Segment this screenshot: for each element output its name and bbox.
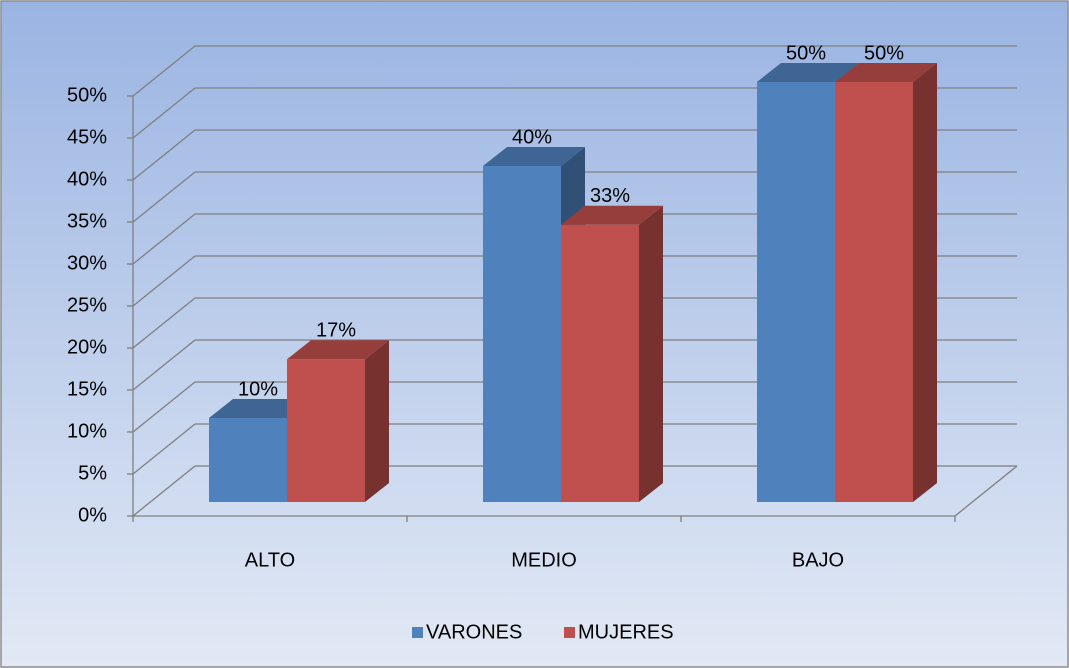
grid-line [132, 45, 196, 97]
y-tick-label: 20% [67, 336, 107, 358]
grid-line [132, 255, 196, 307]
y-tick-label: 15% [67, 378, 107, 400]
bar-top [835, 63, 937, 82]
y-tick-label: 0% [78, 504, 107, 526]
bar-top [483, 147, 585, 166]
data-label: 33% [590, 185, 630, 207]
y-tick-label: 40% [67, 168, 107, 190]
bar [209, 418, 287, 502]
y-tick-label: 25% [67, 294, 107, 316]
grid-line [132, 171, 196, 223]
grid-line [132, 465, 196, 517]
data-label: 17% [316, 319, 356, 341]
data-label: 10% [238, 378, 278, 400]
y-tick-label: 10% [67, 420, 107, 442]
bar [483, 166, 561, 502]
bar-side [365, 340, 389, 502]
grid-line [132, 423, 196, 475]
x-tick-label: BAJO [792, 549, 844, 571]
bar-top [757, 63, 859, 82]
bar [287, 359, 365, 502]
y-tick-label: 50% [67, 84, 107, 106]
legend-label: MUJERES [578, 621, 674, 643]
bar-top [287, 340, 389, 360]
grid-line [132, 129, 196, 181]
y-tick-label: 5% [78, 462, 107, 484]
y-tick-label: 35% [67, 210, 107, 232]
bar-side [913, 63, 937, 502]
bar-top [561, 205, 663, 225]
legend-swatch [564, 627, 575, 638]
y-tick-label: 30% [67, 252, 107, 274]
grid-line [132, 339, 196, 391]
x-tick-label: MEDIO [511, 549, 577, 571]
x-tick-label: ALTO [245, 549, 295, 571]
bar [561, 224, 639, 503]
grid-line [132, 381, 196, 433]
data-label: 50% [864, 42, 904, 64]
grid-line [132, 87, 196, 139]
axis-line [954, 465, 1018, 517]
bar-side [639, 205, 663, 503]
y-tick-label: 45% [67, 126, 107, 148]
data-label: 50% [786, 42, 826, 64]
legend-swatch [412, 627, 423, 638]
bar [835, 82, 913, 502]
grid-line [132, 297, 196, 349]
legend-label: VARONES [426, 621, 522, 643]
grid-line [132, 213, 196, 265]
data-label: 40% [512, 126, 552, 148]
bar-top [209, 399, 311, 418]
bar [757, 82, 835, 502]
